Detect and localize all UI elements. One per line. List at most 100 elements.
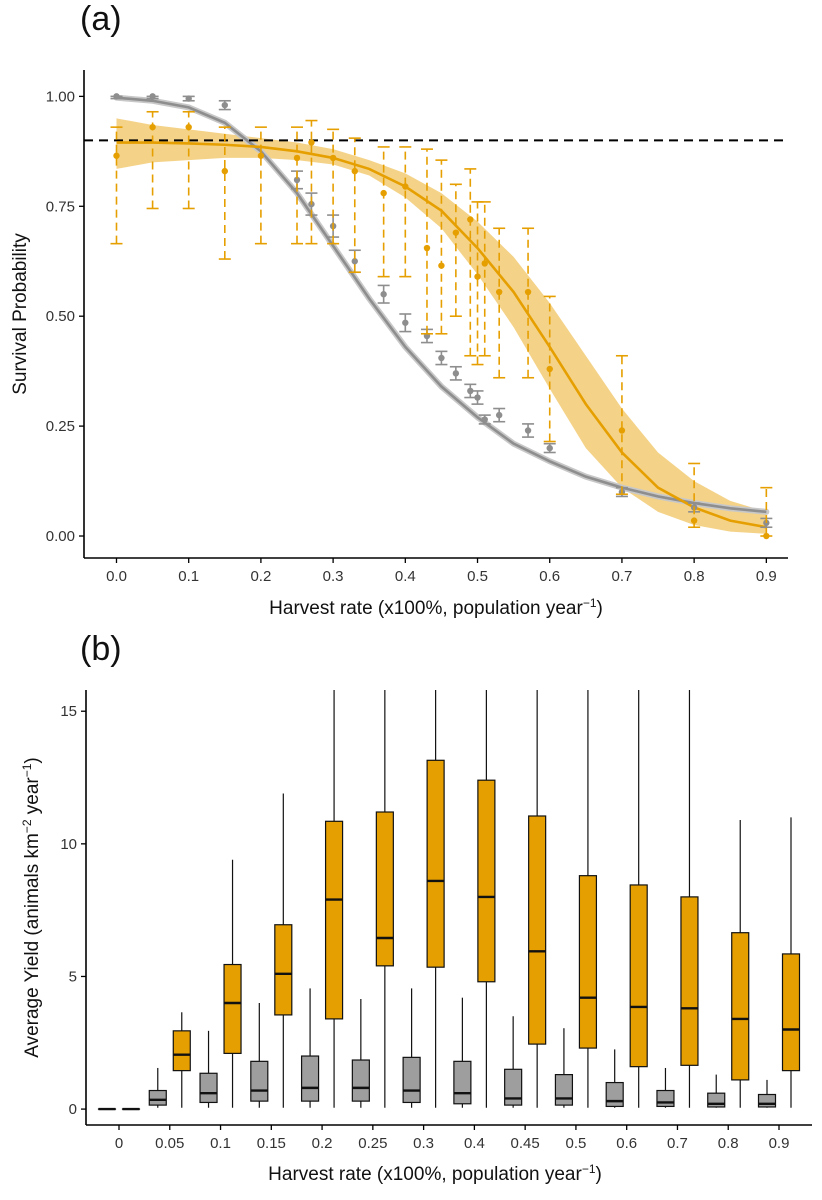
orange-data-point — [149, 123, 156, 131]
gray-box — [757, 1093, 777, 1108]
x-tick-label: 0.4 — [464, 1135, 485, 1152]
y-tick-label: 1.00 — [46, 88, 75, 105]
orange-box — [528, 815, 547, 1045]
y-tick-label: 10 — [60, 836, 77, 853]
x-axis-title: Harvest rate (x100%, population year−1) — [269, 596, 603, 619]
axis-title-part: −2 — [20, 819, 34, 833]
x-tick-label: 0.7 — [667, 1135, 688, 1152]
axis-title-part: ) — [596, 1164, 602, 1185]
x-tick-label: 0.2 — [312, 1135, 333, 1152]
x-tick-label: 0.05 — [155, 1135, 184, 1152]
x-tick-label: 0.8 — [684, 568, 705, 585]
gray-data-point — [524, 427, 532, 434]
orange-box — [629, 884, 648, 1068]
x-tick-label: 0.5 — [467, 568, 488, 585]
x-tick-label: 0.8 — [718, 1135, 739, 1152]
gray-box — [554, 1074, 574, 1106]
orange-data-point — [329, 154, 337, 162]
x-tick-label: 0.45 — [511, 1135, 540, 1152]
orange-data-point — [380, 189, 387, 197]
gray-box — [199, 1072, 218, 1104]
axis-title-part: Average Yield (animals km — [22, 833, 43, 1058]
axis-title-part: ) — [22, 757, 43, 763]
orange-data-point — [452, 229, 460, 236]
y-tick-label: 0.50 — [46, 308, 75, 325]
x-tick-label: 0.1 — [210, 1135, 231, 1152]
gray-data-point — [351, 258, 358, 265]
orange-data-point — [351, 167, 358, 175]
orange-data-point — [257, 152, 265, 159]
y-tick-label: 0 — [69, 1101, 77, 1118]
orange-data-point — [546, 365, 553, 373]
orange-data-point — [221, 167, 228, 175]
axis-title-part: ) — [597, 598, 603, 619]
orange-data-point — [763, 532, 770, 540]
orange-data-point — [438, 262, 445, 269]
x-tick-label: 0.9 — [756, 568, 777, 585]
gray-box — [148, 1089, 167, 1106]
gray-box — [351, 1059, 370, 1102]
y-tick-label: 15 — [60, 703, 77, 720]
gray-box — [402, 1056, 421, 1104]
orange-data-point — [402, 183, 409, 190]
orange-data-point — [308, 139, 315, 146]
y-tick-label: 0.75 — [46, 198, 75, 215]
gray-data-point — [495, 411, 503, 419]
gray-box — [453, 1060, 472, 1105]
gray-data-point — [380, 291, 387, 298]
axis-title-part: −1 — [583, 596, 597, 610]
gray-data-point — [546, 444, 553, 452]
orange-box — [477, 779, 496, 983]
orange-data-point — [467, 216, 474, 223]
x-tick-label: 0.15 — [257, 1135, 286, 1152]
panel-a-label: (a) — [80, 0, 122, 38]
gray-data-point — [402, 319, 409, 326]
orange-data-point — [618, 427, 626, 434]
x-tick-label: 0.1 — [178, 568, 199, 585]
x-tick-label: 0.3 — [413, 1135, 434, 1152]
orange-box — [426, 759, 445, 968]
gray-box — [656, 1089, 675, 1108]
axis-title-part: year — [22, 777, 43, 820]
panel-a-chart: 0.00 0.25 0.50 0.75 1.00 0.0 0.1 0.2 0.3 0.4 0.5 0.… — [10, 70, 788, 619]
orange-box — [172, 1030, 191, 1072]
y-tick-label: 0.25 — [46, 418, 75, 435]
orange-data-point — [293, 154, 301, 162]
orange-data-point — [185, 123, 192, 131]
panel-b-chart: 0 5 10 15 0 0.05 0.1 0.15 0.2 0.25 0.3 0.4 0.45 0.5 0.… — [20, 690, 812, 1185]
orange-data-point — [690, 517, 698, 524]
orange-box — [274, 924, 293, 1016]
y-tick-label: 5 — [69, 968, 77, 985]
gray-data-point — [474, 394, 481, 401]
gray-data-point — [149, 93, 156, 100]
gray-box — [250, 1060, 269, 1102]
axis-title-part: −1 — [582, 1162, 596, 1176]
orange-box — [680, 896, 699, 1066]
panel-b-label: (b) — [80, 630, 122, 668]
gray-data-point — [467, 387, 474, 395]
orange-box — [223, 963, 242, 1054]
gray-fit-line — [116, 96, 767, 514]
gray-data-point — [452, 370, 460, 377]
gray-data-point — [481, 416, 488, 423]
gray-box — [605, 1081, 624, 1108]
axis-title-part: Harvest rate (x100%, population year — [268, 1164, 582, 1185]
orange-data-point — [423, 244, 431, 252]
x-tick-label: 0 — [115, 1135, 123, 1152]
orange-box — [578, 875, 598, 1049]
gray-data-point — [293, 176, 301, 184]
x-tick-label: 0.5 — [565, 1135, 586, 1152]
orange-box — [324, 820, 344, 1020]
gray-box — [300, 1055, 320, 1102]
orange-box — [781, 953, 801, 1072]
orange-data-point — [495, 288, 503, 296]
orange-box — [731, 932, 750, 1081]
y-tick-label: 0.00 — [46, 528, 75, 545]
axis-title-part: −1 — [20, 763, 34, 777]
gray-data-point — [221, 101, 228, 109]
gray-data-point — [438, 354, 445, 362]
orange-data-point — [113, 152, 120, 159]
x-tick-label: 0.0 — [106, 568, 127, 585]
x-tick-label: 0.2 — [250, 568, 271, 585]
